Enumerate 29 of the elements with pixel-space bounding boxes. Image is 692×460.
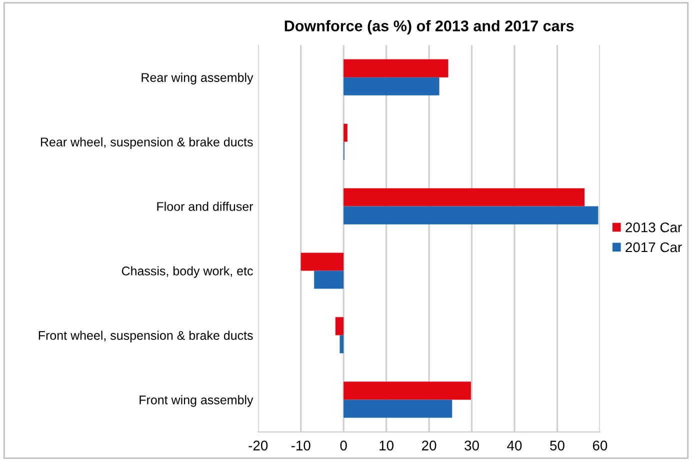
- y-tick-label: Chassis, body work, etc: [122, 266, 253, 278]
- bar: [344, 59, 448, 78]
- x-tick-label: 10: [380, 440, 394, 450]
- bar: [344, 400, 452, 418]
- bar: [335, 317, 344, 336]
- x-tick-label: 50: [550, 440, 564, 450]
- x-tick-label: -10: [291, 440, 310, 450]
- y-tick-label: Rear wing assembly: [142, 72, 254, 84]
- bar: [344, 206, 598, 224]
- chart-title: Downforce (as %) of 2013 and 2017 cars: [284, 20, 574, 34]
- y-tick-label: Front wheel, suspension & brake ducts: [38, 330, 253, 342]
- bar: [340, 335, 344, 354]
- bar: [344, 77, 440, 96]
- y-tick-label: Rear wheel, suspension & brake ducts: [40, 137, 253, 149]
- x-tick-label: -20: [248, 440, 268, 450]
- legend-label: 2013 Car: [626, 222, 682, 232]
- bar: [314, 270, 344, 289]
- x-tick-label: 20: [422, 440, 436, 450]
- x-tick-label: 30: [464, 440, 479, 450]
- bar: [344, 382, 471, 400]
- legend-label: 2017 Car: [626, 242, 682, 252]
- bar: [344, 124, 348, 142]
- bar: [300, 252, 344, 271]
- y-tick-label: Floor and diffuser: [157, 202, 254, 211]
- x-tick-label: 40: [507, 440, 522, 450]
- x-tick-label: 60: [592, 440, 608, 450]
- y-tick-label: Front wing assembly: [140, 395, 254, 407]
- bar: [344, 188, 585, 206]
- x-tick-label: 0: [340, 440, 347, 450]
